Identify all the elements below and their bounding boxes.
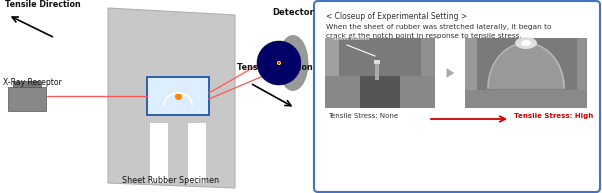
Text: Tensile Stress: None: Tensile Stress: None [328,113,398,119]
Bar [465,38,477,108]
Text: Tensile Direction: Tensile Direction [5,0,81,9]
Text: When the sheet of rubber was stretched laterally, it began to: When the sheet of rubber was stretched l… [326,24,551,30]
Bar [150,123,168,183]
Bar [8,87,46,111]
Polygon shape [108,8,235,188]
Bar [13,81,41,87]
Text: Detector: Detector [272,8,314,17]
Text: Tensile Direction: Tensile Direction [237,63,313,72]
Bar [465,38,587,108]
Ellipse shape [270,54,288,72]
Ellipse shape [278,36,308,91]
Ellipse shape [515,37,537,49]
Bar [325,76,435,108]
Ellipse shape [264,48,294,78]
Text: X-Ray Receptor: X-Ray Receptor [3,78,62,87]
Bar [421,38,435,108]
Text: crack at the notch point in response to tensile stress.: crack at the notch point in response to … [326,33,522,39]
Ellipse shape [275,59,284,67]
Bar [374,60,380,64]
Text: < Closeup of Experimental Setting >: < Closeup of Experimental Setting > [326,12,467,21]
Text: Sheet Rubber: Sheet Rubber [333,36,370,41]
Bar [360,76,400,108]
Ellipse shape [268,52,290,74]
Bar [375,60,379,80]
Bar [577,38,587,108]
Ellipse shape [277,61,281,65]
Bar [325,38,339,108]
Ellipse shape [259,43,299,83]
Ellipse shape [257,41,301,85]
Text: Tensile Stress: High: Tensile Stress: High [514,113,593,119]
Bar [325,38,435,108]
Text: Sheet Rubber Specimen: Sheet Rubber Specimen [122,176,220,185]
Ellipse shape [277,61,281,65]
Ellipse shape [261,45,297,81]
Ellipse shape [272,56,285,70]
FancyBboxPatch shape [314,1,600,192]
Ellipse shape [266,50,292,76]
Bar [465,90,587,108]
Ellipse shape [521,40,531,46]
Ellipse shape [257,41,301,85]
Bar [147,77,209,115]
Bar [188,123,206,183]
Ellipse shape [278,62,280,64]
Polygon shape [447,68,454,78]
